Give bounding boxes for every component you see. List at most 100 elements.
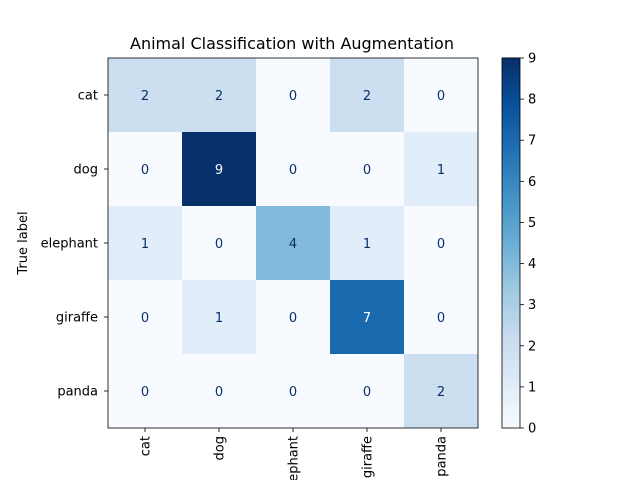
colorbar-segment xyxy=(502,125,520,130)
colorbar-segment xyxy=(502,187,520,192)
colorbar-segment xyxy=(502,350,520,355)
colorbar-tick-label: 8 xyxy=(528,93,536,108)
colorbar-segment xyxy=(502,85,520,90)
heatmap-cells: 2 2 0 2 0 0 9 0 0 1 1 0 4 1 0 0 1 0 7 0 0 0 0 0 2 xyxy=(107,57,479,429)
colorbar-segment xyxy=(502,291,520,296)
colorbar-segment xyxy=(502,328,520,333)
heatmap-cell xyxy=(256,354,330,428)
heatmap-cell xyxy=(108,206,182,280)
colorbar-segment xyxy=(502,325,520,330)
colorbar-segment xyxy=(502,137,520,142)
colorbar-segment xyxy=(502,97,520,102)
colorbar-segment xyxy=(502,338,520,343)
colorbar-segment xyxy=(502,236,520,241)
colorbar-segment xyxy=(502,319,520,324)
colorbar-segment xyxy=(502,288,520,293)
colorbar-segment xyxy=(502,227,520,232)
colorbar-segment xyxy=(502,399,520,404)
colorbar-segment xyxy=(502,230,520,235)
colorbar-segment xyxy=(502,91,520,96)
colorbar-segment xyxy=(502,150,520,155)
cell-value-label: 0 xyxy=(437,311,445,326)
colorbar-segment xyxy=(502,402,520,407)
cell-value-label: 2 xyxy=(437,385,445,400)
x-tick-label: panda xyxy=(435,436,450,477)
colorbar-segment xyxy=(502,261,520,266)
cell-value-label: 0 xyxy=(289,385,297,400)
colorbar-tick-label: 3 xyxy=(528,298,536,313)
colorbar-segment xyxy=(502,60,520,65)
colorbar: 0 1 2 3 4 5 6 7 8 9 xyxy=(501,52,536,437)
colorbar-segment xyxy=(502,224,520,229)
colorbar-segment xyxy=(502,276,520,281)
colorbar-segment xyxy=(502,301,520,306)
colorbar-segment xyxy=(502,113,520,118)
colorbar-segment xyxy=(502,353,520,358)
colorbar-segment xyxy=(502,100,520,105)
colorbar-segment xyxy=(502,190,520,195)
colorbar-segment xyxy=(502,177,520,182)
colorbar-segment xyxy=(502,245,520,250)
y-axis-label: True label xyxy=(16,211,31,275)
colorbar-segment xyxy=(502,205,520,210)
colorbar-segment xyxy=(502,165,520,170)
cell-value-label: 0 xyxy=(289,163,297,178)
colorbar-segment xyxy=(502,310,520,315)
colorbar-segment xyxy=(502,418,520,423)
colorbar-segment xyxy=(502,162,520,167)
heatmap-cell xyxy=(182,132,256,206)
heatmap-cell xyxy=(182,280,256,354)
colorbar-segment xyxy=(502,159,520,164)
heatmap-cell xyxy=(182,354,256,428)
cell-value-label: 0 xyxy=(215,385,223,400)
heatmap-cell xyxy=(256,58,330,132)
heatmap-cell xyxy=(108,132,182,206)
y-tick-label: cat xyxy=(78,89,98,104)
colorbar-tick-label: 6 xyxy=(528,175,536,190)
colorbar-segment xyxy=(502,180,520,185)
colorbar-segment xyxy=(502,381,520,386)
cell-value-label: 0 xyxy=(215,237,223,252)
heatmap-cell xyxy=(404,280,478,354)
colorbar-segment xyxy=(502,94,520,99)
colorbar-segment xyxy=(502,199,520,204)
colorbar-segment xyxy=(502,242,520,247)
colorbar-segment xyxy=(502,208,520,213)
colorbar-segment xyxy=(502,131,520,136)
y-tick-label: elephant xyxy=(41,237,98,252)
y-tick-label: dog xyxy=(74,163,98,178)
colorbar-segment xyxy=(502,239,520,244)
colorbar-segment xyxy=(502,390,520,395)
cell-value-label: 2 xyxy=(215,89,223,104)
cell-value-label: 9 xyxy=(215,163,223,178)
colorbar-segment xyxy=(502,174,520,179)
colorbar-segment xyxy=(502,72,520,77)
colorbar-segment xyxy=(502,409,520,414)
colorbar-segment xyxy=(502,153,520,158)
x-tick-label: cat xyxy=(139,436,154,456)
y-tick-label: panda xyxy=(57,385,98,400)
colorbar-segment xyxy=(502,335,520,340)
colorbar-segment xyxy=(502,122,520,127)
colorbar-segment xyxy=(502,344,520,349)
colorbar-segment xyxy=(502,119,520,124)
chart-title: Animal Classification with Augmentation xyxy=(130,34,454,53)
colorbar-segment xyxy=(502,193,520,198)
colorbar-segment xyxy=(502,415,520,420)
colorbar-segment xyxy=(502,82,520,87)
colorbar-segment xyxy=(502,251,520,256)
x-tick-labels: cat dog elephant giraffe panda xyxy=(139,436,450,480)
colorbar-segment xyxy=(502,146,520,151)
colorbar-segment xyxy=(502,307,520,312)
colorbar-segment xyxy=(502,143,520,148)
cell-value-label: 1 xyxy=(215,311,223,326)
colorbar-segment xyxy=(502,103,520,108)
heatmap-cell xyxy=(108,280,182,354)
cell-value-label: 0 xyxy=(363,385,371,400)
axis-ticks: cat dog elephant giraffe panda cat dog elephant… xyxy=(41,89,450,480)
colorbar-segment xyxy=(502,378,520,383)
cell-value-label: 0 xyxy=(141,311,149,326)
colorbar-segment xyxy=(502,248,520,253)
cell-value-label: 1 xyxy=(141,237,149,252)
heatmap-cell xyxy=(330,354,404,428)
